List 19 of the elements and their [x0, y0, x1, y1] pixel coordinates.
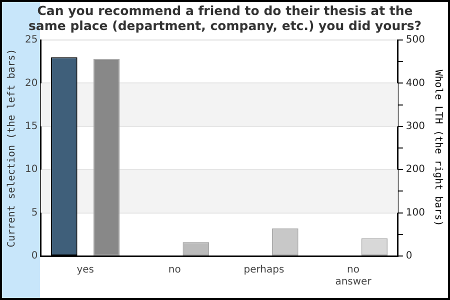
y2-tick-label: 200 [406, 164, 426, 176]
y2-tick-label: 400 [406, 78, 426, 89]
y2-tick-label: 0 [406, 250, 412, 262]
y2-tick-label: 500 [406, 34, 426, 46]
y-tick-label: 10 [24, 164, 38, 176]
y-tick-label: 5 [31, 207, 38, 218]
y2-tick-label: 100 [406, 207, 426, 218]
y2-tick-label: 300 [406, 120, 426, 132]
y-tick-label: 0 [31, 250, 38, 262]
x-tick-label: perhaps [244, 264, 284, 276]
y-axis-title: Current selection (the left bars) [6, 48, 18, 248]
x-tick-label: no answer [335, 264, 372, 288]
x-tick-label: no [168, 264, 181, 276]
y-tick-label: 15 [24, 120, 38, 132]
chart-title: Can you recommend a friend to do their thesis at the same place (department, company, etc.) you did yours? [28, 2, 422, 33]
y-tick-label: 20 [24, 78, 38, 89]
y2-axis-title: Whole LTH (the right bars) [432, 70, 444, 226]
y-tick-label: 25 [24, 34, 38, 46]
x-tick-label: yes [76, 264, 94, 276]
